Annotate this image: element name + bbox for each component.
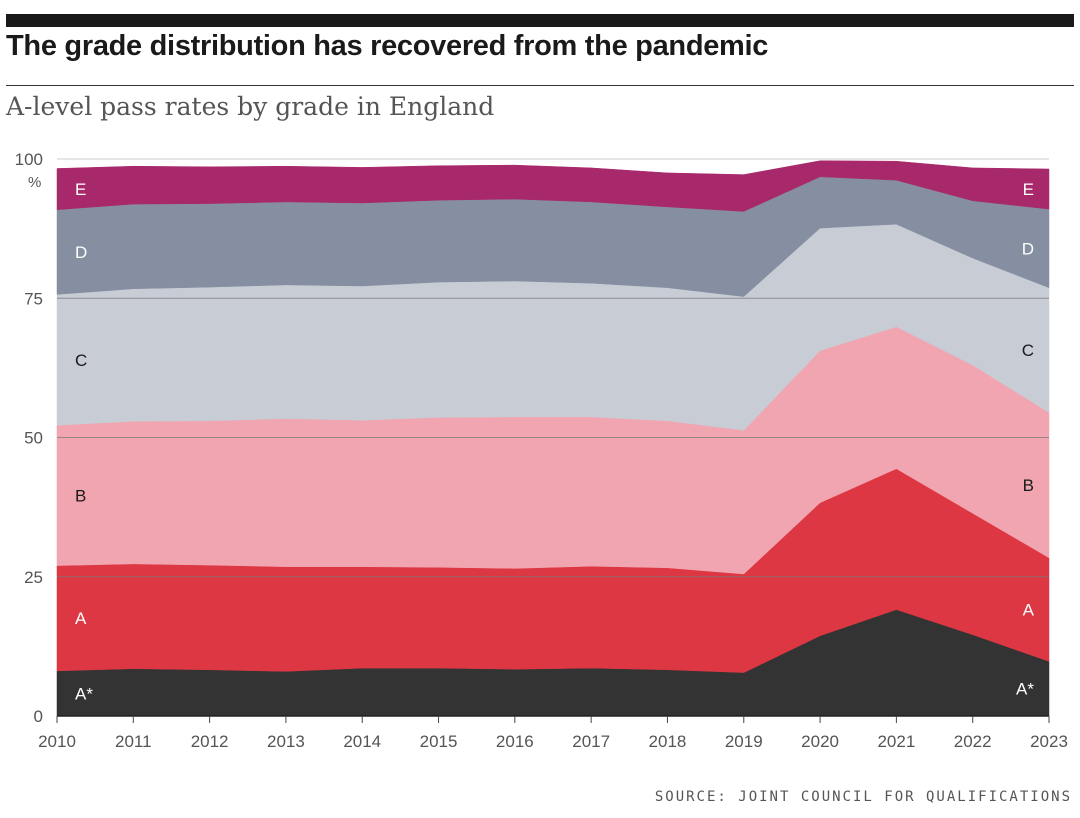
chart-subtitle: A-level pass rates by grade in England <box>6 92 495 121</box>
y-tick-label: 50 <box>24 429 43 448</box>
x-tick-label: 2017 <box>572 732 610 751</box>
header-divider <box>6 85 1074 86</box>
series-label-right-a-star: A* <box>1016 680 1034 699</box>
header-top-bar <box>6 14 1074 27</box>
gridlines <box>57 158 1049 717</box>
series-label-right-d: D <box>1022 239 1034 258</box>
axes: 0 25 50 75 100% 2010 2011 2012 2013 2014 2015 2016 2… <box>15 150 1068 751</box>
x-tick-label: 2023 <box>1030 732 1068 751</box>
series-label-right-c: C <box>1022 341 1034 360</box>
series-label-right-b: B <box>1023 476 1034 495</box>
x-tick-label: 2013 <box>267 732 305 751</box>
x-tick-label: 2015 <box>420 732 458 751</box>
y-tick-label: 25 <box>24 568 43 587</box>
x-tick-label: 2011 <box>115 732 152 751</box>
x-tick-label: 2018 <box>649 732 687 751</box>
y-tick-label: 0 <box>34 707 43 726</box>
series-label-left-a-star: A* <box>75 684 93 703</box>
source-note: SOURCE: JOINT COUNCIL FOR QUALIFICATIONS <box>654 789 1072 805</box>
area-layers <box>56 160 1050 717</box>
x-tick-label: 2019 <box>725 732 763 751</box>
series-label-left-e: E <box>75 180 86 199</box>
series-label-right-e: E <box>1023 180 1034 199</box>
x-tick-label: 2020 <box>801 732 839 751</box>
x-tick-label: 2010 <box>38 732 76 751</box>
y-unit-label: % <box>28 174 41 191</box>
y-tick-label: 100 <box>15 150 43 169</box>
area-grade-e <box>56 160 1050 212</box>
series-label-right-a: A <box>1023 601 1035 620</box>
series-labels: A* A* A A B B C C D D E E <box>75 180 1035 703</box>
x-tick-label: 2021 <box>877 732 915 751</box>
series-label-left-b: B <box>75 486 86 505</box>
x-tick-label: 2016 <box>496 732 534 751</box>
series-label-left-d: D <box>75 243 87 262</box>
x-tick-label: 2022 <box>954 732 992 751</box>
y-tick-label: 75 <box>24 289 43 308</box>
series-label-left-a: A <box>75 609 87 628</box>
x-tick-label: 2014 <box>343 732 381 751</box>
x-tick-label: 2012 <box>191 732 229 751</box>
chart-title: The grade distribution has recovered fro… <box>6 30 769 62</box>
series-label-left-c: C <box>75 351 87 370</box>
